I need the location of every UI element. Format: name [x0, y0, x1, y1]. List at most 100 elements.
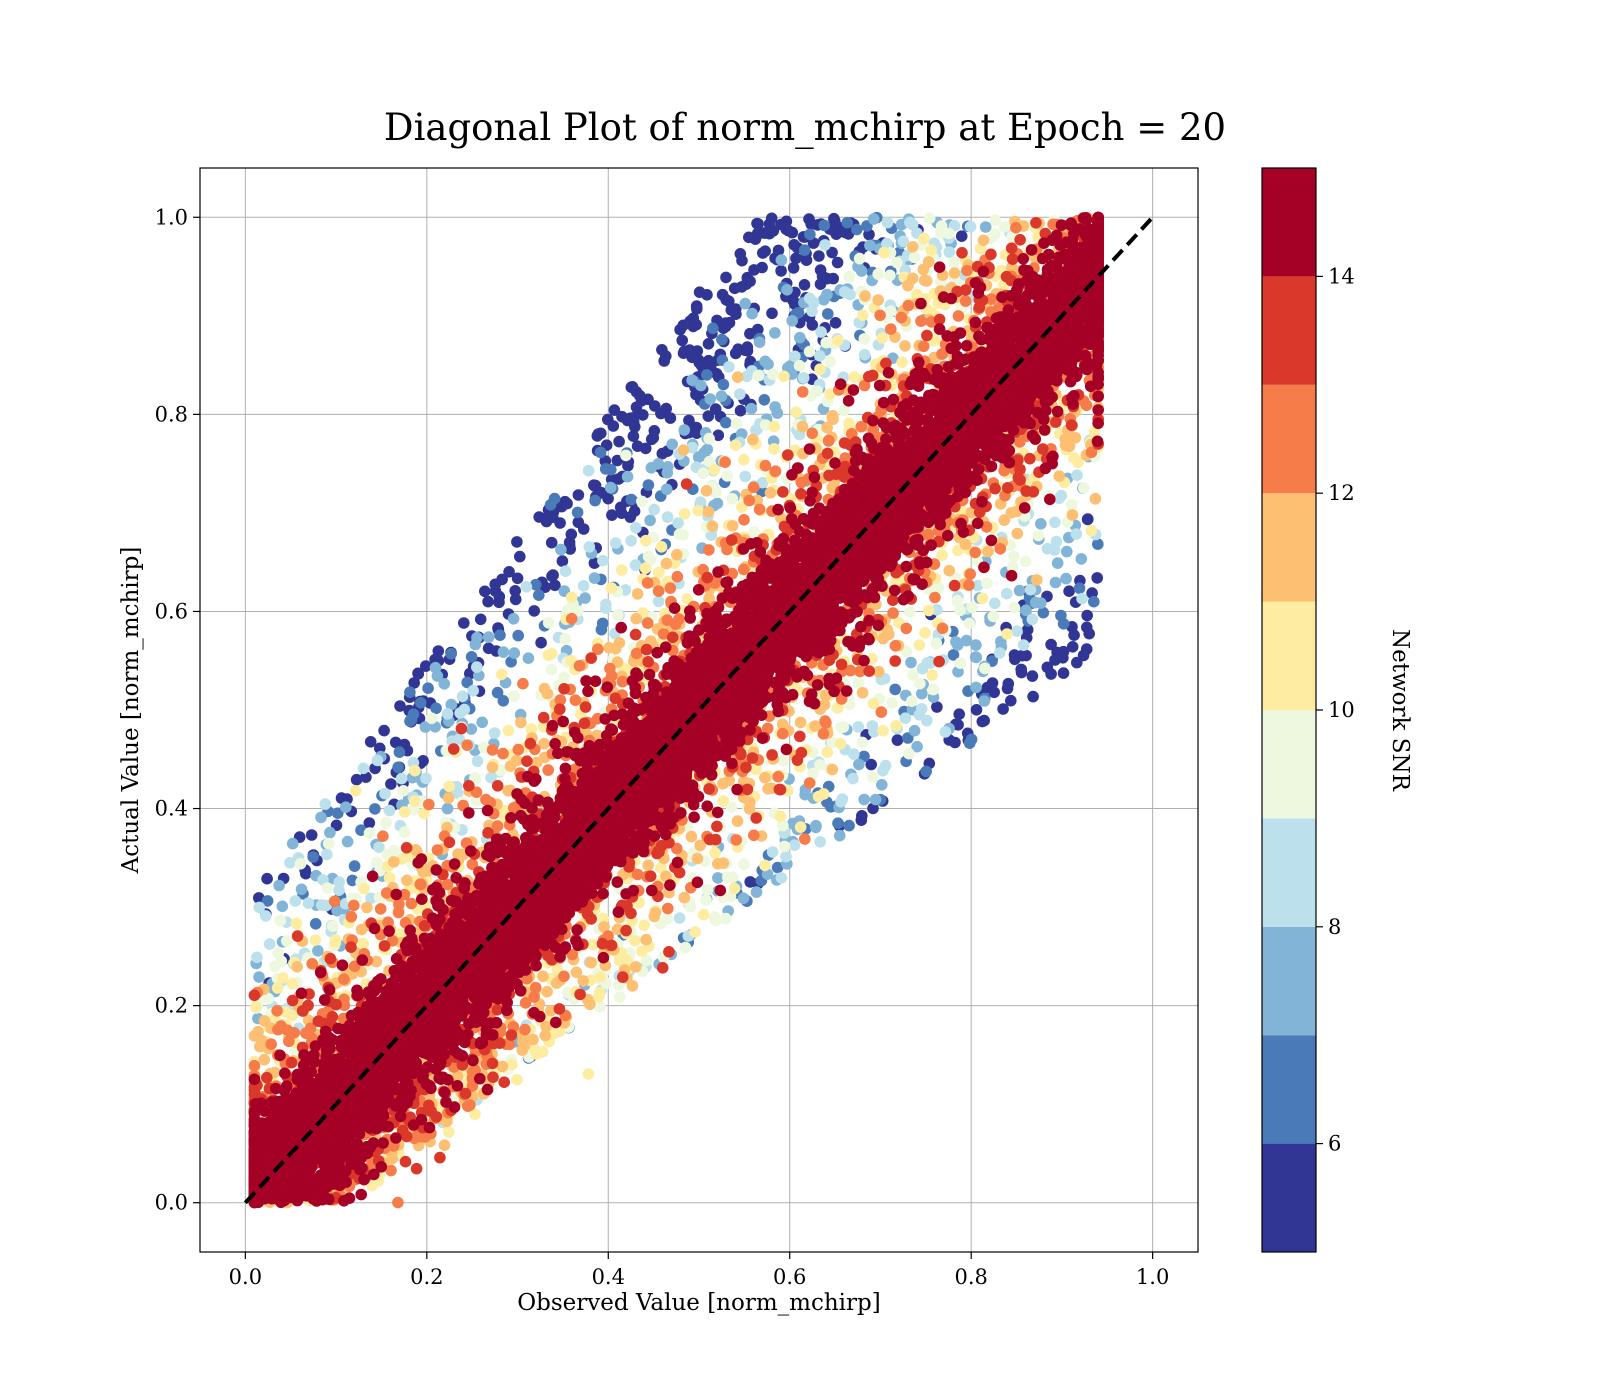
data-point: [491, 686, 504, 699]
data-point: [625, 493, 638, 506]
data-point: [921, 275, 933, 287]
data-point: [1071, 469, 1083, 482]
data-point: [719, 320, 732, 333]
data-point: [925, 244, 937, 256]
data-point: [746, 752, 759, 764]
data-point: [678, 891, 691, 904]
data-point: [719, 456, 731, 468]
data-point: [329, 937, 342, 949]
data-point: [832, 334, 844, 347]
data-point: [717, 795, 730, 807]
data-point: [732, 343, 744, 356]
data-point: [979, 221, 992, 233]
data-point: [867, 213, 880, 225]
data-point: [843, 819, 855, 832]
data-point: [896, 356, 908, 369]
data-point: [404, 686, 416, 698]
data-point: [865, 758, 877, 771]
data-point: [1013, 584, 1026, 597]
data-point: [810, 819, 822, 832]
data-point: [1089, 492, 1102, 505]
data-point: [588, 572, 601, 584]
data-point: [658, 355, 670, 367]
data-point: [701, 884, 714, 896]
data-point: [858, 333, 871, 345]
data-point: [772, 770, 784, 783]
data-point: [835, 721, 848, 734]
data-point: [519, 1023, 531, 1036]
data-point: [1071, 656, 1083, 669]
data-point: [660, 557, 673, 570]
data-point: [1060, 572, 1072, 585]
data-point: [554, 517, 566, 529]
data-point: [471, 755, 484, 767]
data-point: [630, 647, 643, 660]
data-point: [1026, 670, 1039, 682]
data-point: [767, 368, 779, 381]
data-point: [458, 617, 470, 629]
data-point: [734, 404, 747, 417]
data-point: [660, 402, 672, 415]
data-point: [964, 568, 976, 580]
data-point: [389, 736, 402, 749]
data-point: [921, 329, 933, 342]
data-point: [803, 777, 816, 789]
data-point: [327, 920, 339, 932]
data-point: [959, 295, 972, 307]
data-point: [923, 604, 935, 617]
data-point: [752, 218, 764, 230]
data-point: [1057, 667, 1070, 679]
data-point: [703, 432, 715, 445]
data-point: [664, 412, 677, 424]
data-point: [690, 421, 703, 434]
data-point: [843, 270, 856, 283]
data-point: [447, 743, 460, 755]
data-point: [622, 460, 634, 472]
data-point: [741, 783, 754, 796]
data-point: [899, 712, 912, 724]
data-point: [899, 340, 911, 352]
data-point: [917, 340, 930, 353]
data-point: [763, 218, 776, 230]
data-point: [577, 580, 590, 592]
data-point: [866, 720, 879, 732]
data-point: [671, 570, 684, 583]
data-point: [769, 401, 781, 413]
data-point: [786, 315, 798, 327]
data-point: [511, 754, 523, 767]
data-point: [271, 982, 284, 994]
data-point: [748, 829, 760, 842]
data-point: [269, 960, 281, 973]
data-point: [393, 746, 406, 758]
data-point: [261, 872, 273, 885]
data-point: [961, 264, 973, 277]
data-point: [743, 494, 755, 507]
data-point: [640, 534, 652, 547]
data-point: [758, 394, 771, 406]
data-point: [856, 309, 869, 322]
data-point: [414, 878, 427, 891]
data-point: [388, 856, 400, 868]
data-point: [1086, 587, 1098, 599]
data-point: [766, 307, 778, 320]
data-point: [458, 703, 471, 716]
data-point: [412, 667, 424, 680]
data-point: [511, 572, 524, 585]
data-point: [915, 315, 927, 327]
data-point: [370, 856, 383, 869]
data-point: [867, 697, 880, 710]
data-point: [817, 728, 830, 740]
data-point: [963, 737, 976, 749]
data-point: [676, 334, 688, 347]
data-point: [923, 212, 936, 224]
data-point: [933, 655, 945, 668]
data-point: [600, 602, 612, 614]
data-point: [858, 348, 871, 361]
data-point: [872, 294, 884, 306]
data-point: [1092, 538, 1104, 550]
data-point: [422, 682, 434, 694]
data-point: [1061, 545, 1073, 558]
data-point: [769, 465, 782, 478]
data-point: [729, 439, 742, 452]
